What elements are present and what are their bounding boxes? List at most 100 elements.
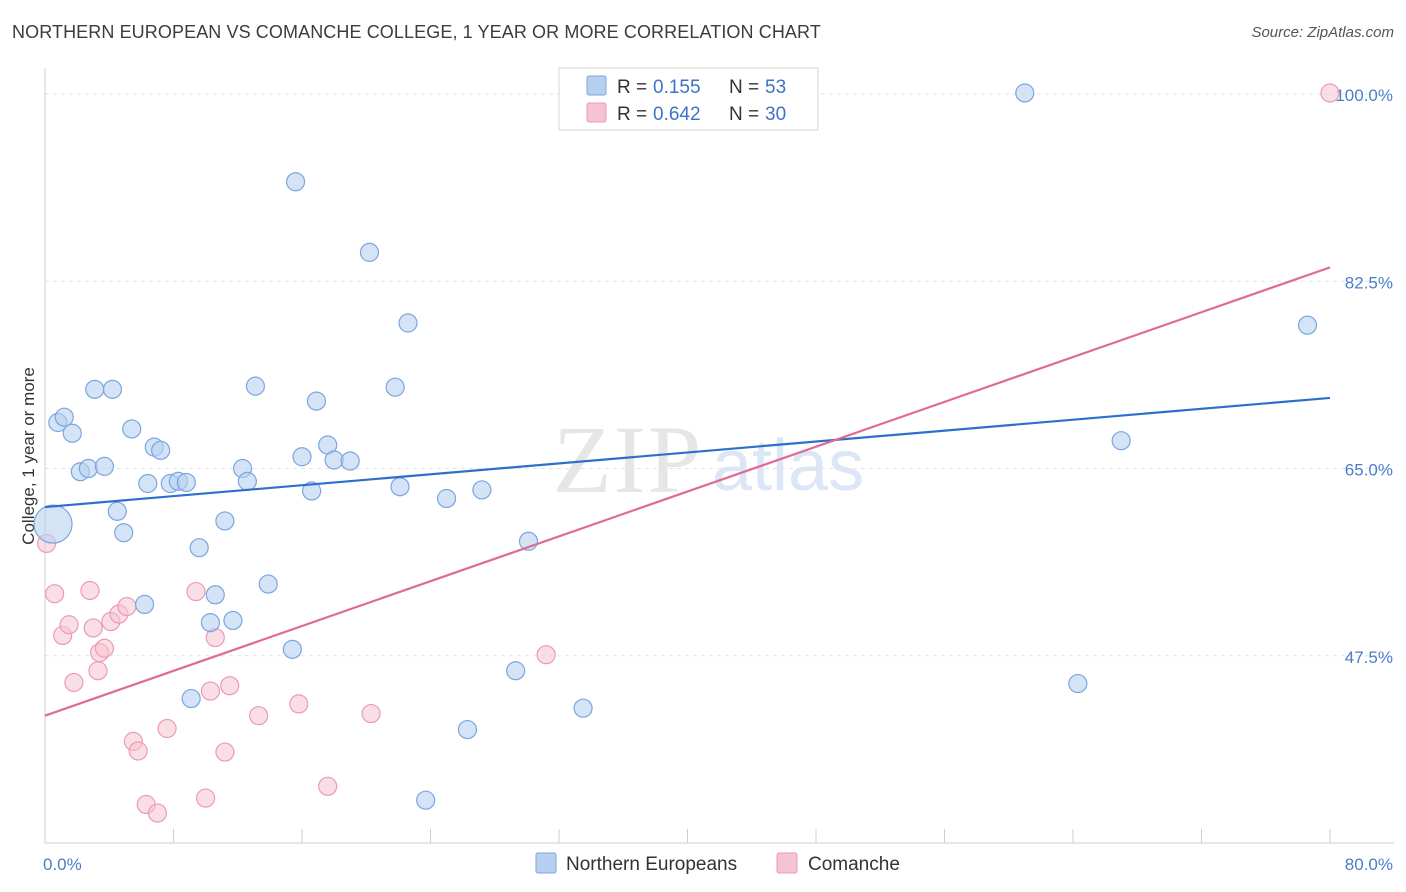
comanche-trend-line	[44, 266, 1331, 717]
comanche-point	[88, 661, 108, 681]
legend-r-value: 0.155	[653, 77, 701, 98]
northern-europeans-point	[340, 451, 360, 471]
comanche-point	[117, 596, 137, 617]
comanche-point	[200, 681, 221, 701]
northern-europeans-point	[306, 391, 327, 411]
comanche-point	[128, 741, 148, 761]
comanche-point	[220, 676, 240, 696]
northern-europeans-point	[94, 456, 115, 476]
northern-europeans-point	[285, 172, 306, 192]
x-tick-label: 80.0%	[1345, 855, 1393, 874]
northern-europeans-point	[1111, 431, 1131, 451]
y-tick-label: 82.5%	[1345, 273, 1393, 292]
bottom-legend: Northern Europeans Comanche	[535, 852, 900, 875]
northern-europeans-points	[33, 83, 1318, 810]
northern-europeans-point	[114, 523, 134, 543]
y-tick-label: 47.5%	[1345, 648, 1393, 667]
northern-europeans-point	[181, 688, 201, 709]
comanche-point	[215, 742, 235, 762]
northern-europeans-point	[573, 698, 593, 718]
top-legend: R = 0.155 N = 53 R = 0.642 N = 30	[558, 67, 819, 131]
bottom-legend-label: Comanche	[808, 854, 900, 875]
northern-europeans-point	[292, 447, 312, 467]
northern-europeans-point	[54, 407, 74, 427]
legend-n-value: 53	[765, 77, 786, 98]
legend-swatch-comanche	[586, 102, 607, 123]
chart-source: Source: ZipAtlas.com	[1251, 24, 1394, 41]
northern-europeans-point	[457, 719, 478, 740]
x-tick-labels: 0.0% 80.0%	[43, 855, 1393, 874]
comanche-point	[64, 672, 84, 693]
bottom-legend-label: Northern Europeans	[566, 854, 737, 875]
northern-europeans-point	[189, 538, 209, 558]
legend-r-label: R =	[617, 77, 647, 98]
northern-europeans-point	[237, 471, 257, 491]
legend-r-label: R =	[617, 104, 647, 125]
northern-europeans-point	[107, 501, 127, 521]
comanche-point	[147, 803, 168, 823]
legend-swatch-northern-europeans	[586, 75, 607, 96]
northern-europeans-point	[398, 313, 418, 333]
legend-n-label: N =	[729, 104, 759, 125]
northern-europeans-point	[102, 379, 123, 399]
northern-europeans-trend-line	[44, 396, 1331, 509]
northern-europeans-point	[1068, 673, 1088, 694]
northern-europeans-point	[390, 477, 410, 497]
northern-europeans-point	[385, 377, 405, 397]
grid-lines	[45, 93, 1390, 657]
northern-europeans-point	[122, 419, 142, 439]
northern-europeans-point	[134, 594, 155, 615]
northern-europeans-point	[472, 480, 492, 500]
northern-europeans-point	[359, 242, 380, 262]
comanche-point	[157, 718, 177, 739]
comanche-point	[196, 788, 216, 808]
comanche-point	[59, 615, 79, 635]
legend-n-value: 30	[765, 104, 786, 125]
y-tick-label: 100.0%	[1335, 86, 1393, 105]
y-tick-labels: 47.5% 65.0% 82.5% 100.0%	[1335, 86, 1393, 667]
comanche-point	[45, 584, 65, 604]
northern-europeans-point	[215, 511, 235, 531]
northern-europeans-point	[258, 574, 278, 594]
y-axis-label: College, 1 year or more	[19, 367, 38, 545]
comanche-point	[289, 694, 309, 714]
northern-europeans-point	[223, 610, 243, 631]
northern-europeans-point	[151, 440, 171, 460]
y-tick-label: 65.0%	[1345, 461, 1393, 480]
x-tick-label: 0.0%	[43, 855, 82, 874]
northern-europeans-point	[205, 585, 225, 605]
northern-europeans-point	[33, 504, 73, 544]
northern-europeans-point	[138, 473, 158, 494]
comanche-point	[80, 580, 100, 601]
comanche-point	[83, 618, 103, 638]
northern-europeans-point	[436, 488, 457, 509]
northern-europeans-point	[1297, 315, 1318, 335]
northern-europeans-point	[282, 639, 302, 659]
northern-europeans-point	[200, 612, 221, 633]
legend-n-label: N =	[729, 77, 759, 98]
chart-title: NORTHERN EUROPEAN VS COMANCHE COLLEGE, 1…	[12, 22, 821, 42]
comanche-point	[361, 703, 381, 724]
axes	[44, 68, 1394, 844]
trend-lines	[44, 266, 1331, 717]
northern-europeans-point	[302, 481, 322, 501]
comanche-point	[249, 706, 269, 726]
northern-europeans-point	[506, 661, 526, 681]
comanche-point	[186, 581, 206, 602]
comanche-point	[536, 645, 556, 665]
northern-europeans-point	[245, 376, 266, 396]
northern-europeans-point	[85, 379, 105, 399]
northern-europeans-point	[1015, 83, 1035, 103]
watermark-zip: ZIP	[553, 406, 703, 513]
legend-r-value: 0.642	[653, 104, 701, 125]
bottom-legend-swatch-northern-europeans	[535, 852, 557, 874]
comanche-point	[1320, 83, 1340, 103]
comanche-point	[94, 638, 115, 658]
northern-europeans-point	[78, 458, 98, 479]
comanche-point	[318, 776, 338, 796]
northern-europeans-point	[416, 790, 436, 810]
northern-europeans-point	[176, 472, 196, 493]
northern-europeans-point	[62, 423, 82, 443]
bottom-legend-swatch-comanche	[776, 852, 798, 874]
